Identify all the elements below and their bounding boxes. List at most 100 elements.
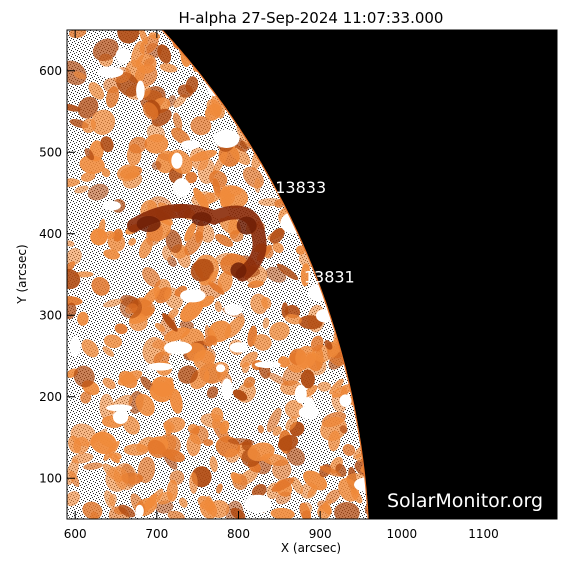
texture-patch	[339, 425, 348, 434]
texture-patch	[217, 271, 233, 293]
texture-patch	[73, 365, 95, 388]
texture-patch	[295, 345, 317, 369]
texture-clearing	[224, 303, 243, 316]
texture-patch	[296, 245, 306, 255]
texture-patch	[284, 400, 304, 419]
plage-filament	[126, 203, 267, 282]
texture-patch	[79, 155, 105, 174]
texture-patch	[190, 116, 212, 136]
x-axis: 600 700 800 900 1000 1100	[64, 30, 499, 541]
y-tick-label: 100	[39, 471, 62, 485]
texture-patch	[209, 170, 228, 188]
texture-patch	[286, 447, 305, 466]
texture-patch	[212, 150, 228, 175]
texture-patch	[208, 500, 230, 518]
texture-patch	[128, 136, 148, 154]
texture-patch	[247, 442, 275, 462]
texture-patch	[324, 340, 333, 350]
texture-patch	[209, 456, 218, 473]
texture-patch	[165, 229, 182, 254]
texture-patch	[139, 30, 148, 45]
texture-patch	[215, 233, 234, 247]
texture-clearing	[213, 129, 240, 148]
texture-patch	[266, 372, 289, 386]
texture-patch	[310, 335, 324, 352]
texture-patch	[254, 178, 261, 193]
texture-patch	[142, 267, 161, 288]
x-tick-label: 800	[227, 527, 250, 541]
y-tick-label: 400	[39, 227, 62, 241]
texture-patch	[208, 270, 218, 284]
texture-patch	[113, 452, 122, 460]
texture-patch	[142, 493, 158, 513]
x-axis-label: X (arcsec)	[281, 541, 341, 555]
texture-patch	[185, 171, 198, 184]
texture-patch	[116, 164, 140, 182]
texture-patch	[180, 299, 204, 322]
texture-patch	[193, 187, 209, 211]
x-tick-label: 600	[64, 527, 87, 541]
texture-clearing	[171, 152, 183, 169]
texture-patch	[270, 507, 295, 519]
texture-patch	[331, 383, 355, 398]
texture-patch	[74, 271, 94, 278]
texture-clearing	[298, 405, 320, 420]
texture-patch	[157, 44, 172, 64]
texture-patch	[243, 376, 256, 388]
texture-patch	[350, 488, 363, 504]
plage-core	[236, 216, 257, 235]
texture-patch	[301, 510, 311, 519]
texture-patch	[230, 472, 242, 484]
texture-patch	[67, 240, 75, 247]
texture-patch	[328, 430, 341, 452]
texture-patch	[317, 381, 331, 392]
texture-patch	[266, 407, 282, 433]
texture-clearing	[339, 394, 352, 408]
texture-patch	[149, 382, 173, 403]
texture-patch	[239, 351, 258, 368]
texture-patch	[257, 424, 264, 434]
texture-patch	[291, 476, 304, 495]
texture-patch	[117, 30, 140, 44]
texture-patch	[277, 434, 299, 451]
texture-patch	[214, 301, 222, 313]
y-tick-label: 500	[39, 145, 62, 159]
texture-patch	[169, 388, 183, 414]
texture-patch	[77, 311, 89, 326]
texture-patch	[252, 334, 272, 351]
texture-patch	[154, 322, 166, 332]
texture-patch	[67, 268, 81, 290]
x-tick-label: 1000	[387, 527, 418, 541]
texture-patch	[172, 112, 183, 131]
texture-patch	[171, 127, 191, 145]
texture-patch	[319, 465, 342, 477]
texture-patch	[329, 378, 344, 395]
texture-patch	[117, 370, 143, 386]
texture-clearing	[180, 140, 200, 150]
texture-patch	[159, 63, 178, 73]
texture-patch	[102, 346, 115, 357]
texture-patch	[118, 504, 136, 518]
texture-patch	[200, 413, 226, 429]
y-tick-label: 600	[39, 64, 62, 78]
texture-patch	[104, 490, 116, 509]
texture-patch	[67, 103, 81, 112]
x-tick-label: 900	[309, 527, 332, 541]
texture-patch	[70, 423, 96, 447]
texture-patch	[102, 377, 116, 390]
texture-patch	[73, 71, 86, 80]
texture-patch	[190, 258, 214, 282]
texture-patch	[206, 386, 219, 399]
texture-patch	[80, 171, 96, 182]
texture-patch	[163, 417, 186, 433]
texture-patch	[156, 491, 173, 505]
plage-core	[136, 215, 161, 232]
texture-patch	[100, 136, 114, 153]
y-tick-label: 300	[39, 308, 62, 322]
watermark: SolarMonitor.org	[387, 490, 543, 512]
texture-patch	[87, 183, 109, 201]
texture-patch	[90, 511, 99, 519]
texture-clearing	[97, 66, 124, 78]
texture-patch	[264, 246, 274, 259]
